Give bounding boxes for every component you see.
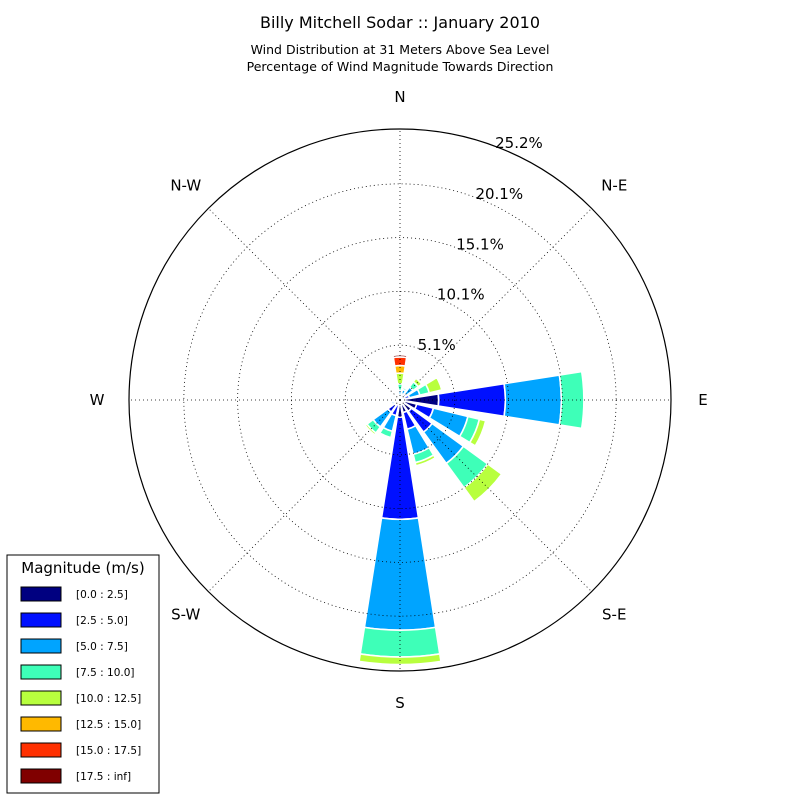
legend: Magnitude (m/s) [0.0 : 2.5] [2.5 : 5.0] [5… <box>6 554 160 794</box>
rose-bar-sector-15-bin-2 <box>397 395 401 400</box>
legend-swatch-4 <box>20 690 62 706</box>
direction-label-4: S <box>395 694 405 712</box>
rose-bar-sector-5-bin-4 <box>468 418 487 448</box>
legend-label-2: [5.0 : 7.5] <box>76 641 128 653</box>
legend-label-0: [0.0 : 2.5] <box>76 589 128 601</box>
rose-bar-sector-0-bin-7 <box>392 354 408 359</box>
grid-ring-2 <box>237 237 563 563</box>
legend-swatch-5 <box>20 716 62 732</box>
rose-bar-sector-8-bin-4 <box>358 653 442 666</box>
rose-bar-sector-4-bin-3 <box>558 370 585 430</box>
radial-labels: 5.1% 10.1% 15.1% 20.1% 25.2% <box>418 134 543 354</box>
grid-ring-0 <box>344 344 456 456</box>
rose-bar-sector-7-bin-4 <box>414 453 437 467</box>
direction-labels: N N-E E S-E S S-W W N-W <box>90 88 708 712</box>
rose-bar-sector-8-bin-2 <box>363 517 437 631</box>
grid-spoke-5 <box>208 399 401 592</box>
legend-swatch-0 <box>20 586 62 602</box>
rose-bar-sector-6-bin-4 <box>462 462 503 503</box>
grid-spoke-7 <box>208 208 401 401</box>
rose-bar-sector-9-bin-3 <box>378 426 394 439</box>
legend-title: Magnitude (m/s) <box>21 559 144 577</box>
direction-label-2: E <box>698 391 707 409</box>
direction-label-6: W <box>90 391 105 409</box>
legend-swatch-6 <box>20 742 62 758</box>
radial-label-0: 5.1% <box>418 336 456 354</box>
direction-label-0: N <box>394 88 405 106</box>
rose-bar-sector-10-bin-4 <box>364 422 378 436</box>
legend-label-5: [12.5 : 15.0] <box>76 719 141 731</box>
radial-label-4: 25.2% <box>495 134 543 152</box>
legend-swatch-7 <box>20 768 62 784</box>
rose-bar-sector-0-bin-5 <box>393 364 407 375</box>
radial-label-2: 15.1% <box>456 235 504 253</box>
legend-label-1: [2.5 : 5.0] <box>76 615 128 627</box>
radial-label-3: 20.1% <box>475 185 523 203</box>
direction-label-1: N-E <box>601 177 627 195</box>
legend-label-4: [10.0 : 12.5] <box>76 693 141 705</box>
rose-bar-sector-11-bin-2 <box>390 400 396 406</box>
direction-label-3: S-E <box>602 605 626 623</box>
legend-swatch-2 <box>20 638 62 654</box>
outer-ring <box>128 128 672 672</box>
rose-bar-sector-0-bin-6 <box>392 356 408 367</box>
chart-subtitle-line-2: Percentage of Wind Magnitude Towards Dir… <box>247 59 554 74</box>
legend-label-7: [17.5 : inf] <box>76 771 131 783</box>
rose-bar-sector-1-bin-4 <box>402 385 409 391</box>
direction-label-7: N-W <box>170 177 201 195</box>
rose-bar-sector-3-bin-4 <box>424 376 443 394</box>
grid-spoke-3 <box>399 399 592 592</box>
legend-swatch-1 <box>20 612 62 628</box>
radial-label-1: 10.1% <box>437 286 485 304</box>
rose-bar-sector-0-bin-4 <box>394 372 406 385</box>
rose-bars <box>358 354 585 666</box>
chart-subtitle-line-1: Wind Distribution at 31 Meters Above Sea… <box>251 42 550 57</box>
legend-label-6: [15.0 : 17.5] <box>76 745 141 757</box>
chart-title: Billy Mitchell Sodar :: January 2010 <box>260 13 540 32</box>
legend-swatch-3 <box>20 664 62 680</box>
direction-label-5: S-W <box>171 605 200 623</box>
legend-label-3: [7.5 : 10.0] <box>76 667 134 679</box>
polar-grid <box>128 128 672 672</box>
